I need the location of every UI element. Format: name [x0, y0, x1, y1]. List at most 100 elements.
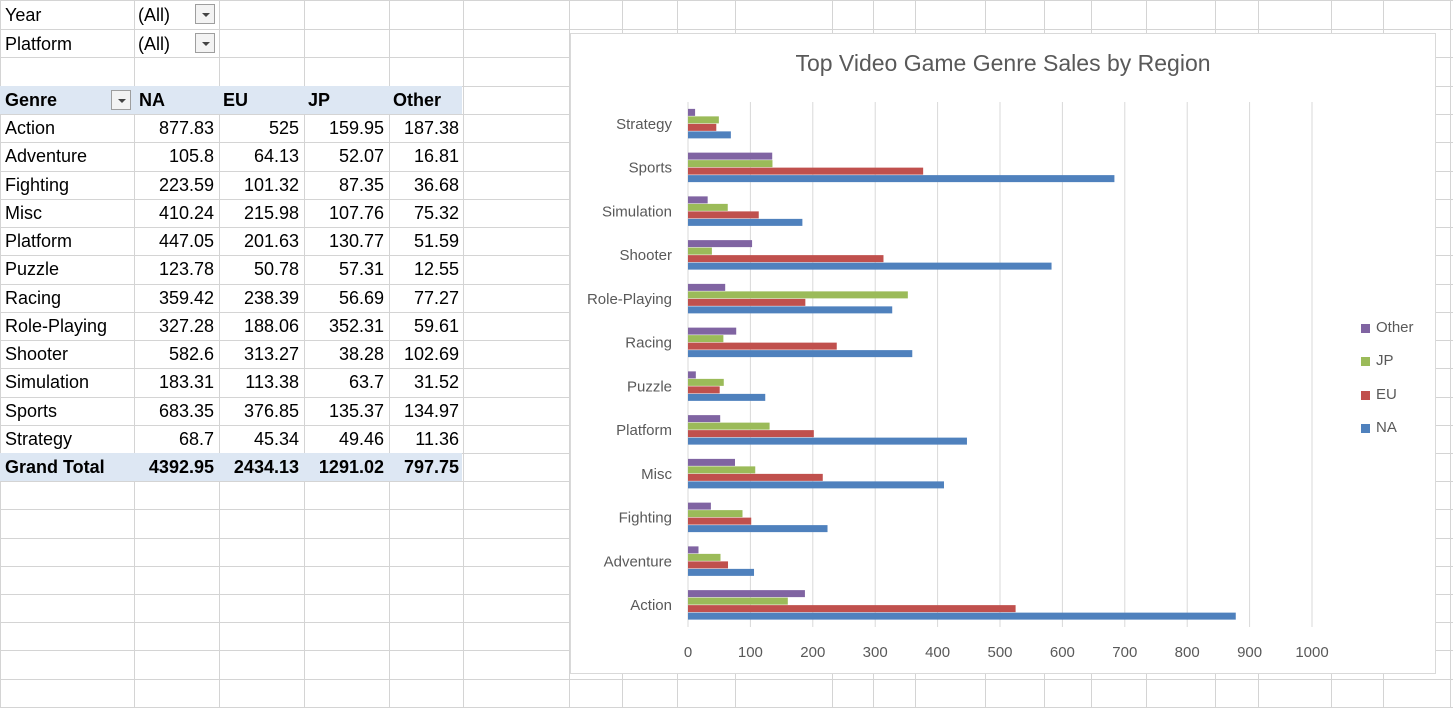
x-tick-label: 100	[738, 644, 763, 661]
row-na: 123.78	[158, 259, 214, 279]
bar-na-strategy[interactable]	[688, 131, 731, 139]
bar-jp-shooter[interactable]	[688, 247, 712, 255]
row-jp: 49.46	[338, 429, 384, 449]
bar-jp-misc[interactable]	[688, 466, 756, 474]
bar-other-strategy[interactable]	[688, 108, 696, 116]
row-na: 68.7	[178, 429, 214, 449]
bar-na-adventure[interactable]	[688, 568, 755, 576]
bar-eu-simulation[interactable]	[688, 211, 759, 219]
bar-other-puzzle[interactable]	[688, 371, 696, 379]
bar-other-adventure[interactable]	[688, 546, 699, 554]
bar-na-fighting[interactable]	[688, 525, 828, 533]
bar-other-sports[interactable]	[688, 152, 773, 160]
legend-item-jp[interactable]: JP	[1361, 351, 1394, 371]
pivot-header-other: Other	[393, 90, 442, 110]
row-na: 359.42	[158, 288, 214, 308]
bar-other-fighting[interactable]	[688, 502, 711, 510]
bar-jp-action[interactable]	[688, 597, 788, 605]
bar-jp-adventure[interactable]	[688, 553, 721, 561]
row-genre: Role-Playing	[5, 316, 108, 336]
row-na: 683.35	[158, 401, 214, 421]
row-genre: Adventure	[5, 146, 88, 166]
row-genre: Simulation	[5, 372, 90, 392]
row-other: 187.38	[403, 118, 459, 138]
bar-na-racing[interactable]	[688, 350, 913, 358]
row-na: 877.83	[158, 118, 214, 138]
bar-other-misc[interactable]	[688, 458, 735, 466]
x-tick-label: 300	[863, 644, 888, 661]
legend-swatch	[1361, 323, 1370, 333]
legend-swatch	[1361, 423, 1370, 433]
bar-jp-puzzle[interactable]	[688, 378, 724, 386]
bar-eu-action[interactable]	[688, 605, 1016, 613]
category-label: Strategy	[616, 116, 672, 133]
bar-eu-puzzle[interactable]	[688, 386, 720, 394]
bar-eu-shooter[interactable]	[688, 255, 884, 263]
bar-na-role-playing[interactable]	[688, 306, 893, 314]
bar-jp-simulation[interactable]	[688, 203, 728, 211]
filter-platform-value: (All)	[138, 34, 170, 54]
legend-item-na[interactable]: NA	[1361, 418, 1397, 438]
bar-na-shooter[interactable]	[688, 262, 1052, 270]
pivot-total-band	[0, 453, 462, 481]
category-label: Action	[630, 597, 672, 614]
row-eu: 45.34	[253, 429, 299, 449]
bar-eu-sports[interactable]	[688, 167, 924, 175]
bar-na-sports[interactable]	[688, 175, 1115, 183]
x-tick-label: 0	[684, 644, 692, 661]
filter-platform-dropdown-button[interactable]	[195, 33, 215, 53]
category-label: Platform	[616, 422, 672, 439]
filter-year-dropdown-button[interactable]	[195, 4, 215, 24]
bar-eu-misc[interactable]	[688, 473, 823, 481]
chart-plot: 0 100 200 300 400 500 600 700 800 900 1000 Action Ad…	[587, 102, 1329, 661]
bar-na-puzzle[interactable]	[688, 393, 766, 401]
row-genre: Racing	[5, 288, 62, 308]
bar-eu-adventure[interactable]	[688, 561, 729, 569]
row-eu: 525	[268, 118, 299, 138]
pivot-header-genre: Genre	[5, 90, 58, 110]
bar-eu-fighting[interactable]	[688, 517, 752, 525]
bar-jp-platform[interactable]	[688, 422, 770, 430]
bar-other-simulation[interactable]	[688, 196, 708, 204]
row-na: 447.05	[158, 231, 214, 251]
row-genre: Action	[5, 118, 56, 138]
category-label: Sports	[629, 160, 672, 177]
genre-sales-chart[interactable]: Top Video Game Genre Sales by Region 0 10…	[570, 33, 1436, 674]
legend-item-other[interactable]: Other	[1361, 318, 1414, 338]
pivot-header-band	[0, 86, 462, 114]
legend-swatch	[1361, 390, 1370, 400]
bar-na-simulation[interactable]	[688, 218, 803, 226]
row-genre: Platform	[5, 231, 73, 251]
bar-na-platform[interactable]	[688, 437, 967, 445]
row-jp: 63.7	[348, 372, 384, 392]
bar-na-action[interactable]	[688, 612, 1236, 620]
bar-other-shooter[interactable]	[688, 240, 753, 248]
bar-eu-platform[interactable]	[688, 430, 814, 438]
bar-other-role-playing[interactable]	[688, 283, 726, 291]
category-label: Role-Playing	[587, 291, 672, 308]
bar-other-action[interactable]	[688, 590, 805, 598]
row-eu: 201.63	[243, 231, 299, 251]
category-label: Puzzle	[627, 378, 672, 395]
row-genre: Misc	[5, 203, 42, 223]
bar-na-misc[interactable]	[688, 481, 944, 489]
grand-total-na: 4392.95	[148, 457, 214, 477]
bar-other-racing[interactable]	[688, 327, 737, 335]
legend-label: JP	[1376, 352, 1394, 369]
row-genre: Shooter	[5, 344, 69, 364]
row-na: 223.59	[158, 175, 214, 195]
bar-eu-role-playing[interactable]	[688, 298, 806, 306]
bar-jp-sports[interactable]	[688, 160, 773, 168]
bar-jp-racing[interactable]	[688, 335, 724, 343]
legend-label: NA	[1376, 419, 1397, 436]
x-tick-label: 700	[1112, 644, 1137, 661]
filter-platform-label: Platform	[5, 34, 73, 54]
bar-other-platform[interactable]	[688, 415, 721, 423]
legend-item-eu[interactable]: EU	[1361, 385, 1397, 405]
bar-eu-racing[interactable]	[688, 342, 837, 350]
bar-jp-fighting[interactable]	[688, 510, 743, 518]
bar-jp-role-playing[interactable]	[688, 291, 908, 299]
bar-jp-strategy[interactable]	[688, 116, 719, 124]
genre-filter-dropdown-button[interactable]	[111, 90, 131, 110]
bar-eu-strategy[interactable]	[688, 123, 717, 131]
